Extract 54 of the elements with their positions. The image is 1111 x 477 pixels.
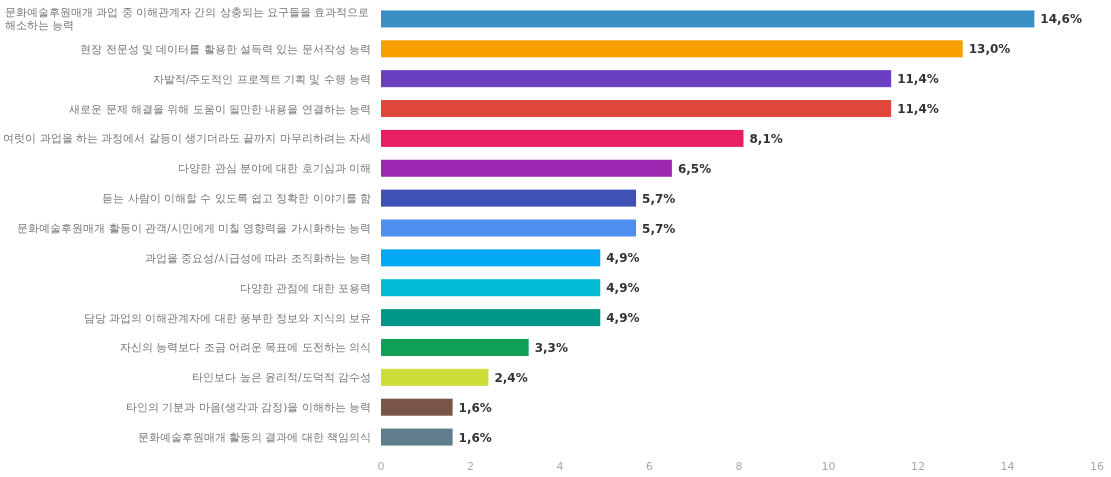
x-tick-label: 14 (1000, 460, 1015, 473)
data-label: 1,6% (458, 400, 492, 415)
y-tick-label: 듣는 사람이 이해할 수 있도록 쉽고 정확한 이야기를 함 (102, 192, 371, 205)
data-label: 11,4% (897, 72, 939, 87)
y-tick-label: 과업을 중요성/시급성에 따라 조직화하는 능력 (145, 251, 371, 264)
y-tick-label: 자발적/주도적인 프로젝트 기획 및 수행 능력 (152, 72, 371, 85)
data-label: 11,4% (897, 102, 939, 117)
y-tick-label: 담당 과업의 이해관계자에 대한 풍부한 정보와 지식의 보유 (83, 311, 371, 324)
data-label: 2,4% (494, 370, 528, 385)
y-tick-label: 다양한 관점에 대한 포용력 (239, 281, 371, 294)
y-tick-label: 여럿이 과업을 하는 과정에서 갈등이 생기더라도 끝까지 마무리하려는 자세 (3, 132, 371, 145)
y-tick-label: 타인보다 높은 윤리적/도덕적 감수성 (192, 371, 371, 384)
y-tick-label: 타인의 기분과 마음(생각과 감정)을 이해하는 능력 (126, 401, 371, 414)
data-label: 1,6% (458, 430, 492, 445)
bar (381, 40, 963, 58)
bar (381, 219, 637, 237)
x-tick-label: 8 (735, 460, 743, 473)
data-label: 5,7% (642, 221, 676, 236)
y-tick-label: 다양한 관심 분야에 대한 호기심과 이해 (178, 162, 371, 175)
x-tick-label: 6 (646, 460, 653, 473)
bar (381, 100, 892, 118)
data-label: 4,9% (606, 251, 640, 266)
x-tick-label: 10 (821, 460, 836, 473)
y-tick-label: 새로운 문제 해결을 위해 도움이 될만한 내용을 연결하는 능력 (69, 102, 371, 115)
x-tick-label: 4 (556, 460, 564, 473)
bar (381, 70, 892, 88)
bar (381, 159, 672, 177)
x-tick-label: 2 (467, 460, 474, 473)
bar (381, 428, 453, 446)
y-tick-label: 문화예술후원매개 활동이 관객/시민에게 미칠 영향력을 가시화하는 능력 (17, 222, 371, 234)
x-tick-label: 12 (911, 460, 925, 473)
bar (381, 10, 1035, 28)
bar (381, 368, 489, 386)
data-label: 3,3% (534, 340, 568, 355)
bar (381, 189, 637, 207)
bar (381, 129, 744, 147)
bar (381, 279, 601, 297)
x-tick-label: 16 (1090, 460, 1104, 473)
data-label: 4,9% (606, 281, 640, 296)
bar (381, 398, 453, 416)
bar (381, 309, 601, 327)
data-label: 6,5% (677, 161, 712, 176)
bar (381, 338, 529, 356)
data-label: 14,6% (1040, 12, 1082, 27)
data-label: 4,9% (606, 311, 640, 326)
y-tick-label: 현장 전문성 및 데이터를 활용한 설득력 있는 문서작성 능력 (80, 42, 371, 55)
y-tick-label: 자신의 능력보다 조금 어려운 목표에 도전하는 의식 (119, 341, 371, 354)
y-tick-label: 문화예술후원매개 과업 중 이해관계자 간의 상충되는 요구들을 효과적으로 해소하는 능력 (5, 6, 370, 32)
data-label: 8,1% (749, 131, 783, 146)
y-tick-label: 문화예술후원매개 활동의 결과에 대한 책임의식 (137, 431, 371, 444)
x-tick-label: 0 (377, 460, 385, 473)
data-label: 13,0% (968, 42, 1011, 57)
bar (381, 249, 601, 267)
data-label: 5,7% (642, 191, 676, 206)
